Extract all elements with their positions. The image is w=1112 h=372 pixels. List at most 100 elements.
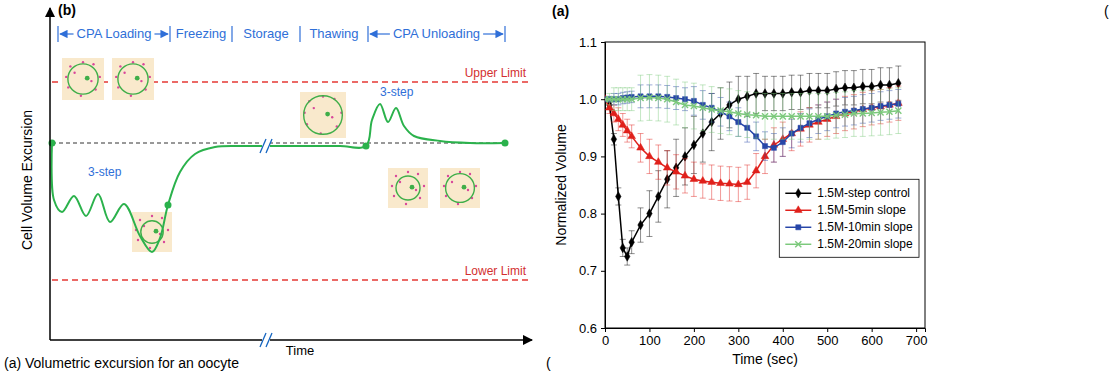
data-point xyxy=(780,140,785,145)
data-point xyxy=(637,143,645,150)
solute-dot xyxy=(142,63,144,65)
error-cap xyxy=(735,167,741,168)
error-cap xyxy=(624,142,630,143)
solute-dot xyxy=(92,63,94,65)
phase-label: Storage xyxy=(243,26,289,41)
error-cap xyxy=(646,139,652,140)
error-cap xyxy=(629,253,635,254)
solute-dot xyxy=(80,95,82,97)
data-point xyxy=(869,110,875,116)
solute-dot xyxy=(313,107,315,109)
error-cap xyxy=(780,93,786,94)
error-cap xyxy=(615,130,621,131)
error-cap xyxy=(691,128,697,129)
error-cap xyxy=(682,127,688,128)
error-cap xyxy=(886,134,892,135)
solute-dot xyxy=(99,76,101,78)
error-cap xyxy=(709,86,715,87)
solute-dot xyxy=(167,229,169,231)
data-point xyxy=(824,113,830,119)
error-cap xyxy=(735,76,741,77)
axis-line xyxy=(601,43,606,329)
solute-dot xyxy=(140,80,142,82)
tick: 0.7 xyxy=(579,263,605,278)
solute-dot xyxy=(407,171,409,173)
error-bar xyxy=(664,151,670,185)
step-label: 3-step xyxy=(88,165,122,179)
error-cap xyxy=(709,132,715,133)
error-cap xyxy=(815,93,821,94)
error-cap xyxy=(624,265,630,266)
error-cap xyxy=(620,113,626,114)
error-cap xyxy=(673,189,679,190)
error-cap xyxy=(762,139,768,140)
data-point xyxy=(655,95,661,101)
solute-dot xyxy=(115,76,117,78)
icon-ground xyxy=(388,168,428,208)
tick: 0.9 xyxy=(579,149,605,164)
data-point xyxy=(789,113,795,119)
tick-mark xyxy=(738,328,739,332)
tick: 0.6 xyxy=(579,321,605,336)
error-cap xyxy=(878,135,884,136)
tick-label: 400 xyxy=(772,333,794,348)
error-cap xyxy=(682,82,688,83)
cell-nucleus xyxy=(462,185,467,190)
error-cap xyxy=(753,73,759,74)
solute-dot xyxy=(331,116,333,118)
plot-frame xyxy=(605,42,925,328)
tick: 400 xyxy=(772,328,794,348)
error-cap xyxy=(753,153,759,154)
data-point xyxy=(614,115,622,122)
data-point xyxy=(663,163,671,170)
error-cap xyxy=(744,91,750,92)
curve-node xyxy=(363,143,370,150)
legend-symbol xyxy=(795,241,801,247)
error-cap xyxy=(806,73,812,74)
cell-membrane xyxy=(396,176,420,200)
legend-label: 1.5M-20min slope xyxy=(817,237,913,251)
error-cap xyxy=(709,164,715,165)
data-point xyxy=(718,108,724,114)
solute-dot xyxy=(405,203,407,205)
data-point xyxy=(851,110,857,116)
data-point xyxy=(726,109,732,115)
data-point xyxy=(699,177,707,184)
data-point xyxy=(619,120,627,127)
solute-dot xyxy=(137,239,139,241)
tick-mark xyxy=(601,328,605,329)
error-bar xyxy=(638,208,644,242)
series-line xyxy=(605,97,898,116)
data-point xyxy=(700,105,706,111)
error-cap xyxy=(798,75,804,76)
data-point xyxy=(691,140,696,149)
limit-label: Lower Limit xyxy=(465,264,527,278)
phase-label: CPA Unloading xyxy=(393,26,480,41)
data-point xyxy=(842,83,847,92)
data-point xyxy=(851,83,856,92)
solute-dot xyxy=(467,189,469,191)
error-cap xyxy=(824,139,830,140)
error-cap xyxy=(726,201,732,202)
solute-dot xyxy=(393,195,395,197)
legend-symbol xyxy=(796,225,801,230)
figure: (b)Cell Volume ExcursionTimeUpper LimitL… xyxy=(0,0,1112,372)
cell-nucleus xyxy=(410,185,415,190)
data-point xyxy=(806,113,812,119)
data-point xyxy=(691,103,697,109)
error-cap xyxy=(753,187,759,188)
cell-icon xyxy=(300,92,346,138)
data-point xyxy=(878,80,883,89)
solute-dot xyxy=(475,185,477,187)
tick-mark xyxy=(601,214,605,215)
solute-dot xyxy=(132,61,134,63)
tick-mark xyxy=(601,156,605,157)
data-point xyxy=(780,113,786,119)
data-point xyxy=(611,134,616,143)
x-axis: 0100200300400500600700 xyxy=(602,328,928,348)
break-mark xyxy=(266,139,272,153)
error-cap xyxy=(762,173,768,174)
legend: 1.5M-step control1.5M-5min slope1.5M-10m… xyxy=(779,179,919,257)
error-cap xyxy=(735,90,741,91)
caption: (a) Volumetric excursion for an oocyte xyxy=(4,355,239,371)
